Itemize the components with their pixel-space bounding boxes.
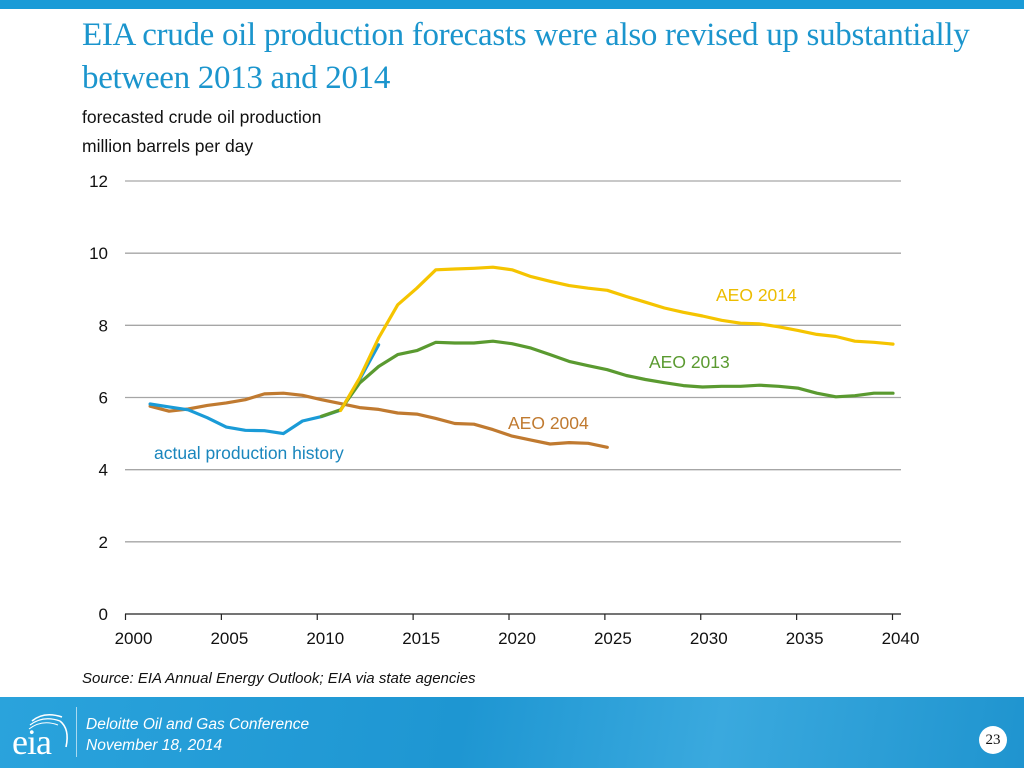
series-labels: actual production history AEO 2004 AEO 201… [154,285,797,463]
x-tick-label: 2030 [690,629,728,648]
x-axis: 2000 2005 2010 2015 2020 2025 2030 2035 2040 [115,613,920,648]
x-tick-label: 2040 [882,629,920,648]
gridlines [125,180,901,543]
x-tick-label: 2025 [594,629,632,648]
series-label-aeo-2014: AEO 2014 [716,285,797,305]
series-label-aeo-2013: AEO 2013 [649,352,730,372]
y-tick-label: 0 [99,605,108,624]
x-tick-label: 2015 [402,629,440,648]
source-note: Source: EIA Annual Energy Outlook; EIA v… [82,670,476,687]
x-tick-label: 2035 [786,629,824,648]
y-tick-label: 8 [99,316,108,335]
conference-name: Deloitte Oil and Gas Conference [86,716,310,733]
y-axis-unit-label: million barrels per day [82,136,254,156]
series-line-aeo-2013 [319,339,895,418]
series-label-actual-production-history: actual production history [154,443,344,463]
x-tick-label: 2020 [498,629,536,648]
eia-logo-swoosh-icon [28,713,68,748]
y-tick-label: 12 [89,172,108,191]
slide-title: EIA crude oil production forecasts were … [82,17,970,96]
top-accent-bar [0,0,1024,9]
logo-divider [76,707,77,757]
x-tick-label: 2010 [306,629,344,648]
eia-logo: eia [10,707,72,762]
x-tick-label: 2005 [210,629,248,648]
series-line-actual-production-history [148,343,381,436]
y-tick-label: 4 [99,461,108,480]
series-lines [148,265,895,449]
eia-logo-text: eia [12,722,52,762]
series-line-aeo-2014 [339,265,895,413]
y-tick-label: 6 [99,389,108,408]
series-line-aeo-2004 [148,391,609,449]
series-label-aeo-2004: AEO 2004 [508,413,589,433]
footer-bar: eia Deloitte Oil and Gas Conference Nove… [0,697,1024,768]
x-tick-label: 2000 [115,629,153,648]
conference-date: November 18, 2014 [86,737,223,754]
y-axis-ticks: 0 2 4 6 8 10 12 [89,172,108,624]
chart-subtitle: forecasted crude oil production [82,107,322,127]
y-tick-label: 10 [89,244,108,263]
page-number: 23 [979,726,1007,754]
y-tick-label: 2 [99,533,108,552]
